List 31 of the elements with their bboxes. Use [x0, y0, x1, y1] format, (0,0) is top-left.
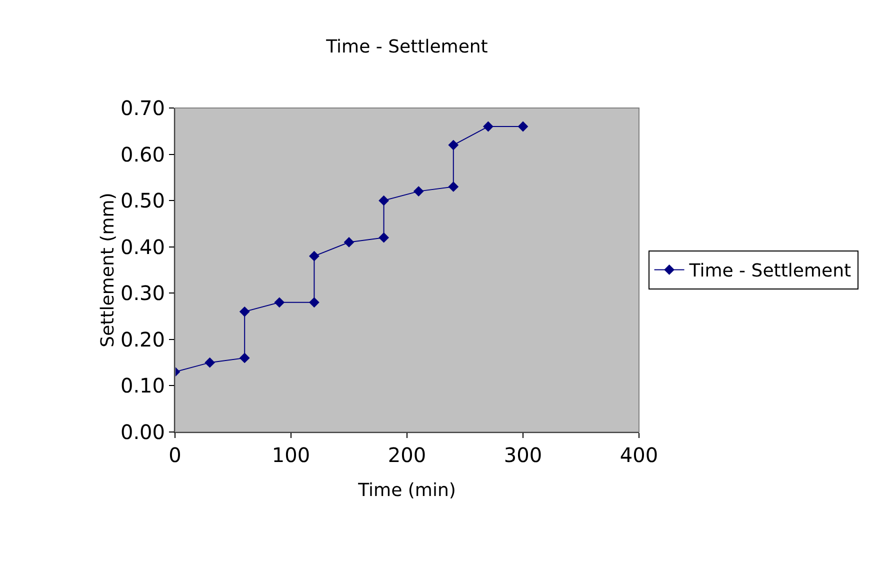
- point: [344, 237, 354, 248]
- point: [239, 352, 250, 364]
- point: [518, 121, 528, 132]
- y-tick-label: 0.60: [120, 142, 165, 166]
- y-tick-label: 0.70: [120, 96, 165, 120]
- x-tick-label: 300: [504, 443, 542, 467]
- point: [239, 306, 250, 317]
- y-tick-label: 0.10: [120, 374, 165, 398]
- x-tick-label: 100: [272, 443, 310, 467]
- y-tick-label: 0.50: [120, 188, 165, 213]
- x-tick-label: 400: [620, 443, 658, 467]
- y-tick-label: 0.40: [120, 234, 165, 259]
- y-tick-label: 0.30: [120, 281, 165, 306]
- point: [309, 250, 320, 262]
- point: [448, 140, 459, 150]
- point: [204, 357, 215, 368]
- x-tick-label: 200: [388, 443, 426, 467]
- point: [378, 232, 389, 243]
- point: [274, 297, 285, 308]
- point: [378, 195, 389, 206]
- legend-label: Time - Settlement: [688, 260, 852, 282]
- y-tick-label: 0.20: [120, 327, 165, 352]
- y-tick-label: 0.00: [120, 420, 165, 444]
- chart-title: Time - Settlement: [325, 36, 488, 58]
- x-tick-label: 0: [168, 443, 182, 467]
- y-axis-title: Settlement (mm): [97, 192, 118, 348]
- point: [413, 186, 424, 197]
- point: [483, 121, 494, 132]
- point: [309, 297, 320, 308]
- x-axis-title: Time (min): [357, 480, 456, 501]
- point: [448, 181, 459, 192]
